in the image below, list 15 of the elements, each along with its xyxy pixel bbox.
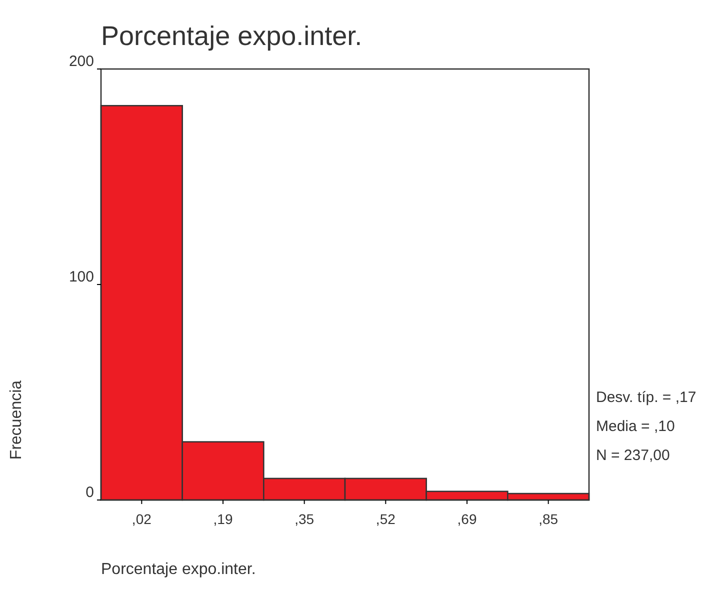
x-tick-label: ,35 [294, 510, 314, 527]
text: Desv. típ. = ,17 [596, 389, 696, 406]
x-tick-label: ,85 [538, 510, 558, 527]
x-tick-label: ,52 [376, 510, 396, 527]
y-tick-label: 0 [86, 484, 94, 501]
x-tick-label: ,69 [457, 510, 477, 527]
text: Media = ,10 [596, 418, 675, 435]
text: N = 237,00 [596, 447, 670, 464]
y-tick-label: 200 [68, 53, 94, 70]
y-tick-label: 100 [68, 268, 94, 286]
y-axis-title: Frecuencia [8, 380, 25, 460]
x-tick-label: ,02 [132, 510, 152, 527]
chart-title: Porcentaje expo.inter. [101, 21, 362, 51]
x-tick-label: ,19 [213, 510, 233, 527]
x-axis-title: Porcentaje expo.inter. [101, 561, 256, 578]
